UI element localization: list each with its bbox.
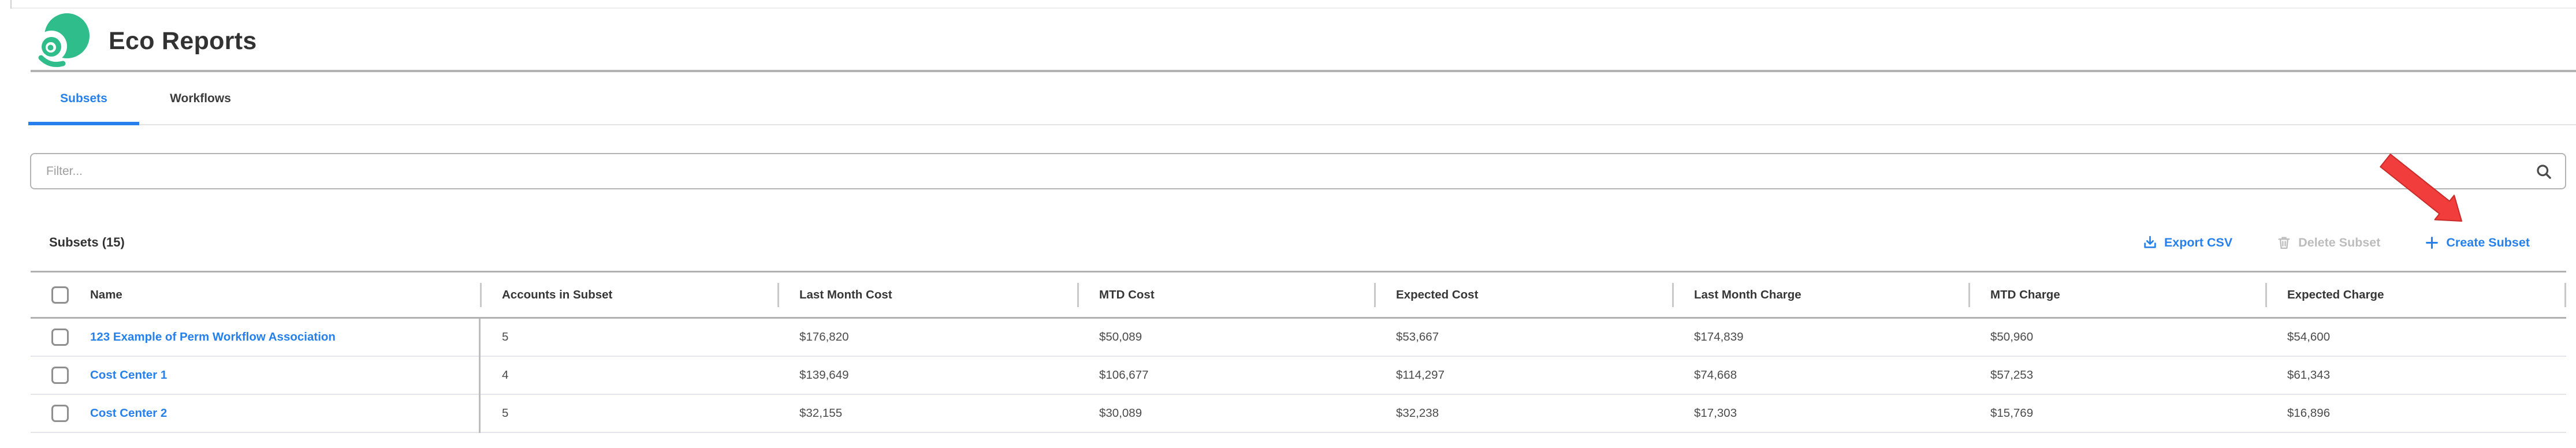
- accounts-cell: 5: [502, 406, 509, 420]
- column-header-mtd-charge: MTD Charge: [1968, 272, 2265, 317]
- download-icon: [2142, 235, 2158, 251]
- page-title: Eco Reports: [109, 27, 257, 55]
- create-subset-button[interactable]: Create Subset: [2424, 235, 2530, 251]
- table-body: 123 Example of Perm Workflow Association…: [31, 319, 2566, 433]
- name-cell: 123 Example of Perm Workflow Association: [90, 319, 480, 356]
- name-cell: Cost Center 2: [90, 395, 480, 432]
- select-all-checkbox[interactable]: [51, 286, 69, 304]
- eco-logo-icon: [36, 11, 96, 71]
- header-divider: [31, 70, 2576, 72]
- select-all-cell: [31, 272, 90, 317]
- app-header: Eco Reports: [36, 10, 257, 72]
- tab-bar: Subsets Workflows: [28, 73, 2576, 125]
- create-subset-label: Create Subset: [2446, 235, 2530, 249]
- toolbar: Subsets (15) Export CSV Delete Subset: [49, 227, 2553, 257]
- filter-bar: [30, 153, 2566, 189]
- export-csv-label: Export CSV: [2164, 235, 2233, 249]
- mtd-cost-cell: $30,089: [1099, 406, 1142, 420]
- name-cell: Cost Center 1: [90, 357, 480, 394]
- subsets-table: Name Accounts in Subset Last Month Cost …: [31, 271, 2566, 433]
- column-header-accounts-in-subset: Accounts in Subset: [480, 272, 777, 317]
- table-row: 123 Example of Perm Workflow Association…: [31, 319, 2566, 357]
- trash-icon: [2276, 235, 2292, 251]
- mtd-charge-cell: $15,769: [1990, 406, 2034, 420]
- tab-subsets[interactable]: Subsets: [28, 73, 139, 125]
- plus-icon: [2424, 235, 2440, 251]
- tab-workflows[interactable]: Workflows: [170, 92, 231, 105]
- column-header-expected-charge: Expected Charge: [2265, 272, 2566, 317]
- export-csv-button[interactable]: Export CSV: [2142, 235, 2232, 251]
- column-header-name: Name: [90, 288, 122, 301]
- mtd-cost-cell: $50,089: [1099, 330, 1142, 344]
- toolbar-actions: Export CSV Delete Subset Create Subset: [2142, 235, 2553, 251]
- table-row: Cost Center 2 5 $32,155 $30,089 $32,238 …: [31, 395, 2566, 433]
- last-month-cost-cell: $139,649: [799, 368, 849, 382]
- subset-link[interactable]: Cost Center 2: [90, 406, 167, 420]
- accounts-cell: 5: [502, 330, 509, 344]
- expected-charge-cell: $61,343: [2287, 368, 2331, 382]
- expected-charge-cell: $54,600: [2287, 330, 2331, 344]
- last-month-charge-cell: $174,839: [1694, 330, 1744, 344]
- accounts-cell: 4: [502, 368, 509, 382]
- table-row: Cost Center 1 4 $139,649 $106,677 $114,2…: [31, 357, 2566, 395]
- last-month-charge-cell: $17,303: [1694, 406, 1737, 420]
- search-icon[interactable]: [2535, 163, 2552, 180]
- table-header-row: Name Accounts in Subset Last Month Cost …: [31, 271, 2566, 319]
- filter-input[interactable]: [31, 164, 2535, 178]
- column-header-last-month-cost: Last Month Cost: [777, 272, 1077, 317]
- row-checkbox-cell: [31, 357, 90, 394]
- row-checkbox[interactable]: [51, 367, 69, 384]
- row-checkbox[interactable]: [51, 328, 69, 346]
- column-header-last-month-charge: Last Month Charge: [1672, 272, 1968, 317]
- column-header-mtd-cost: MTD Cost: [1077, 272, 1374, 317]
- last-month-charge-cell: $74,668: [1694, 368, 1737, 382]
- expected-cost-cell: $32,238: [1396, 406, 1439, 420]
- column-header-expected-cost: Expected Cost: [1374, 272, 1672, 317]
- subsets-count-heading: Subsets (15): [49, 235, 125, 249]
- row-checkbox-cell: [31, 319, 90, 356]
- expected-cost-cell: $114,297: [1396, 368, 1445, 382]
- subset-link[interactable]: Cost Center 1: [90, 368, 167, 382]
- top-left-notch: [10, 0, 12, 9]
- expected-charge-cell: $16,896: [2287, 406, 2331, 420]
- delete-subset-button[interactable]: Delete Subset: [2276, 235, 2380, 251]
- top-hairline: [10, 8, 2576, 9]
- delete-subset-label: Delete Subset: [2298, 235, 2381, 249]
- mtd-charge-cell: $50,960: [1990, 330, 2034, 344]
- subset-link[interactable]: 123 Example of Perm Workflow Association: [90, 330, 336, 344]
- row-checkbox-cell: [31, 395, 90, 432]
- row-checkbox[interactable]: [51, 405, 69, 422]
- mtd-charge-cell: $57,253: [1990, 368, 2034, 382]
- last-month-cost-cell: $176,820: [799, 330, 849, 344]
- expected-cost-cell: $53,667: [1396, 330, 1439, 344]
- last-month-cost-cell: $32,155: [799, 406, 843, 420]
- mtd-cost-cell: $106,677: [1099, 368, 1149, 382]
